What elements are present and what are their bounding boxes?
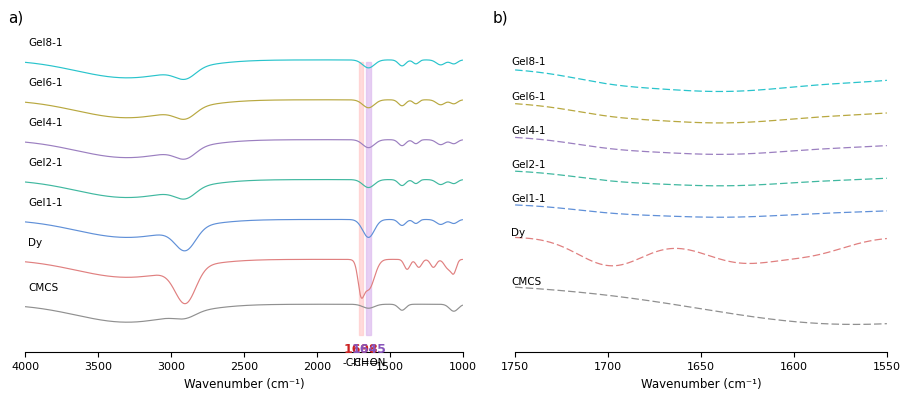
X-axis label: Wavenumber (cm⁻¹): Wavenumber (cm⁻¹) — [183, 377, 304, 390]
Text: Gel1-1: Gel1-1 — [28, 198, 63, 207]
Text: Gel2-1: Gel2-1 — [28, 158, 63, 168]
Text: Gel8-1: Gel8-1 — [511, 57, 546, 67]
Text: b): b) — [492, 10, 507, 25]
Text: 1645: 1645 — [351, 342, 385, 355]
Text: Gel4-1: Gel4-1 — [28, 118, 63, 128]
Text: CMCS: CMCS — [28, 282, 58, 292]
Text: Dy: Dy — [28, 237, 42, 247]
Text: Dy: Dy — [511, 228, 525, 237]
Text: Gel1-1: Gel1-1 — [511, 194, 546, 204]
Text: Gel6-1: Gel6-1 — [511, 91, 546, 101]
Text: Gel6-1: Gel6-1 — [28, 78, 63, 88]
Text: CMCS: CMCS — [511, 276, 541, 286]
Bar — [358, 63, 363, 335]
Text: Gel2-1: Gel2-1 — [511, 160, 546, 170]
Bar — [366, 63, 370, 335]
X-axis label: Wavenumber (cm⁻¹): Wavenumber (cm⁻¹) — [640, 377, 761, 390]
Text: Gel4-1: Gel4-1 — [511, 126, 546, 136]
Text: -CH=N: -CH=N — [351, 357, 385, 367]
Text: 1698: 1698 — [343, 342, 378, 355]
Text: -CH=O: -CH=O — [343, 357, 378, 367]
Text: Gel8-1: Gel8-1 — [28, 38, 63, 48]
Text: a): a) — [7, 10, 23, 25]
